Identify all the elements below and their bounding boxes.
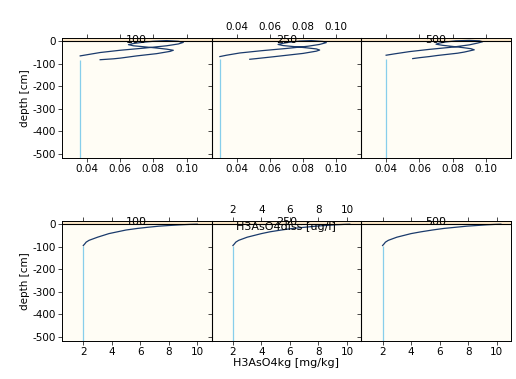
Text: H3AsO4kg [mg/kg]: H3AsO4kg [mg/kg] — [233, 358, 340, 368]
Bar — [212, 221, 361, 224]
Text: H3AsO4diss [ug/l]: H3AsO4diss [ug/l] — [236, 222, 336, 232]
Y-axis label: depth [cm]: depth [cm] — [20, 252, 30, 310]
Text: 250: 250 — [276, 34, 297, 45]
Bar — [361, 38, 511, 41]
Text: 500: 500 — [426, 34, 446, 45]
Bar — [361, 221, 511, 224]
Bar — [62, 221, 212, 224]
Text: 100: 100 — [126, 34, 147, 45]
Bar — [212, 38, 361, 41]
Y-axis label: depth [cm]: depth [cm] — [20, 69, 30, 127]
Text: 500: 500 — [426, 218, 446, 227]
Bar — [62, 38, 212, 41]
Text: 100: 100 — [126, 218, 147, 227]
Text: 250: 250 — [276, 218, 297, 227]
